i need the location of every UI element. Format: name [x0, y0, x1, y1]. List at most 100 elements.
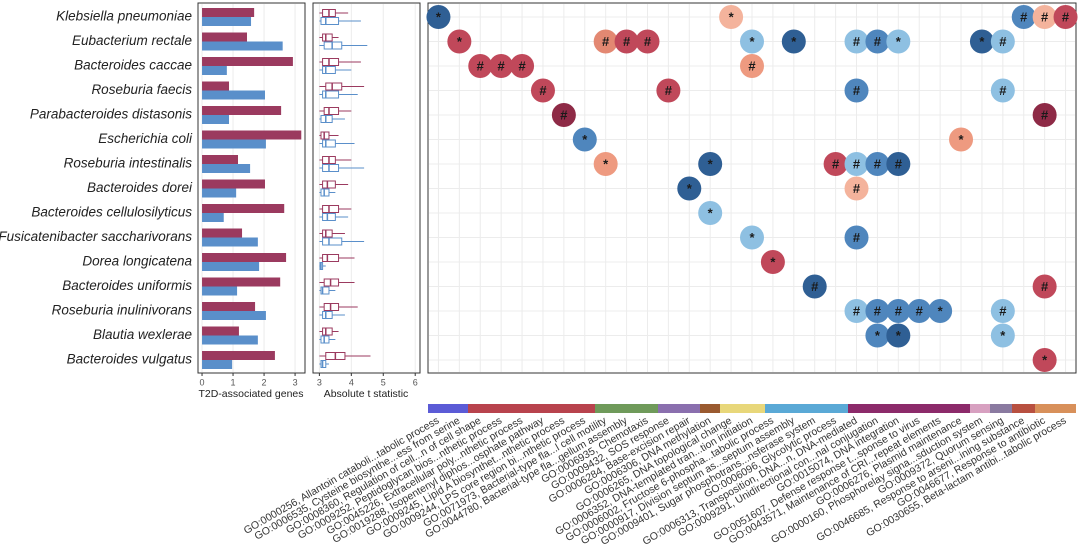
bubble	[990, 29, 1015, 54]
bubble-symbol: *	[896, 34, 902, 49]
x-tick-label: 0	[200, 377, 205, 387]
bubble	[844, 225, 869, 250]
species-label: Fusicatenibacter saccharivorans	[0, 229, 192, 244]
bar	[202, 277, 281, 287]
bubble-symbol: *	[603, 156, 609, 171]
bubble	[572, 127, 597, 152]
bubble	[635, 29, 660, 54]
bubble	[886, 152, 911, 176]
bubble	[928, 299, 953, 323]
bubble-symbol: #	[644, 34, 652, 49]
box	[320, 131, 330, 140]
band	[428, 404, 468, 413]
box	[323, 278, 340, 287]
bubble	[949, 127, 974, 152]
bar	[202, 164, 251, 173]
bubble-symbol: #	[853, 83, 861, 98]
bubble	[698, 201, 723, 225]
bubble	[614, 29, 639, 54]
bubble-symbol: #	[999, 303, 1007, 318]
bar	[202, 213, 224, 222]
band	[1035, 404, 1076, 413]
box	[323, 41, 343, 50]
bubble-symbol: #	[623, 34, 631, 49]
bar	[202, 66, 227, 75]
bubble	[740, 225, 764, 250]
x-tick-label: 3	[293, 377, 298, 387]
bubble	[844, 176, 869, 201]
bubble-symbol: #	[1041, 9, 1049, 24]
bar	[202, 179, 265, 189]
bar	[202, 130, 302, 140]
bubble	[886, 323, 911, 348]
bubble-symbol: #	[874, 303, 882, 318]
box	[322, 164, 340, 172]
box	[322, 254, 340, 262]
bar	[202, 237, 258, 247]
bubble	[886, 299, 911, 323]
bubble-symbol: *	[938, 303, 944, 318]
bar	[202, 311, 266, 320]
species-label: Roseburia intestinalis	[64, 156, 193, 171]
bubble-symbol: *	[770, 254, 776, 269]
x-tick-label: 6	[413, 377, 418, 387]
x-tick-label: 4	[349, 377, 354, 387]
band	[848, 404, 970, 413]
band	[658, 404, 700, 413]
box	[322, 58, 340, 66]
bar	[202, 81, 230, 91]
bubble	[677, 176, 702, 201]
bubble-symbol: #	[560, 107, 568, 122]
bubble-symbol: #	[1041, 107, 1049, 122]
bubble	[551, 103, 576, 127]
bubble-symbol: *	[1000, 328, 1006, 343]
bar	[202, 286, 238, 296]
bar	[202, 360, 233, 369]
bubble-symbol: #	[999, 34, 1007, 49]
bubble-symbol: #	[539, 83, 547, 98]
bubble	[802, 274, 827, 299]
bubble-symbol: #	[1041, 279, 1049, 294]
bubble	[823, 152, 848, 176]
bubble-symbol: #	[853, 303, 861, 318]
species-label: Eubacterium rectale	[72, 33, 192, 48]
box	[320, 360, 327, 368]
species-label: Klebsiella pneumoniae	[56, 9, 192, 24]
box	[322, 90, 340, 99]
band	[970, 404, 990, 413]
bar	[202, 326, 239, 336]
bubble-symbol: *	[1042, 352, 1048, 367]
bar	[202, 139, 266, 149]
bubble-symbol: #	[874, 156, 882, 171]
bubble-symbol: #	[916, 303, 924, 318]
box	[322, 205, 340, 213]
box	[320, 335, 330, 344]
bubble	[865, 29, 890, 54]
bubble	[698, 152, 723, 176]
species-label: Roseburia faecis	[91, 82, 192, 97]
bubble	[426, 5, 451, 29]
bubble-symbol: *	[457, 34, 463, 49]
band	[700, 404, 720, 413]
bubble	[865, 299, 890, 323]
bubble-symbol: #	[853, 230, 861, 245]
bubble-symbol: *	[979, 34, 985, 49]
box	[323, 107, 340, 115]
bubble-symbol: *	[959, 132, 965, 147]
bar	[202, 155, 239, 164]
bubble	[844, 78, 869, 103]
x-tick-label: 3	[317, 377, 322, 387]
bubble-symbol: *	[875, 328, 881, 343]
species-label: Bacteroides vulgatus	[67, 352, 193, 367]
box	[323, 303, 340, 311]
bar	[202, 32, 248, 42]
bubble	[740, 29, 764, 54]
bubble-symbol: #	[602, 34, 610, 49]
bubble	[1032, 5, 1057, 29]
bar	[202, 17, 252, 26]
bubble	[719, 5, 744, 29]
bubble-symbol: *	[436, 9, 442, 24]
bar	[202, 335, 258, 345]
box	[322, 139, 336, 148]
